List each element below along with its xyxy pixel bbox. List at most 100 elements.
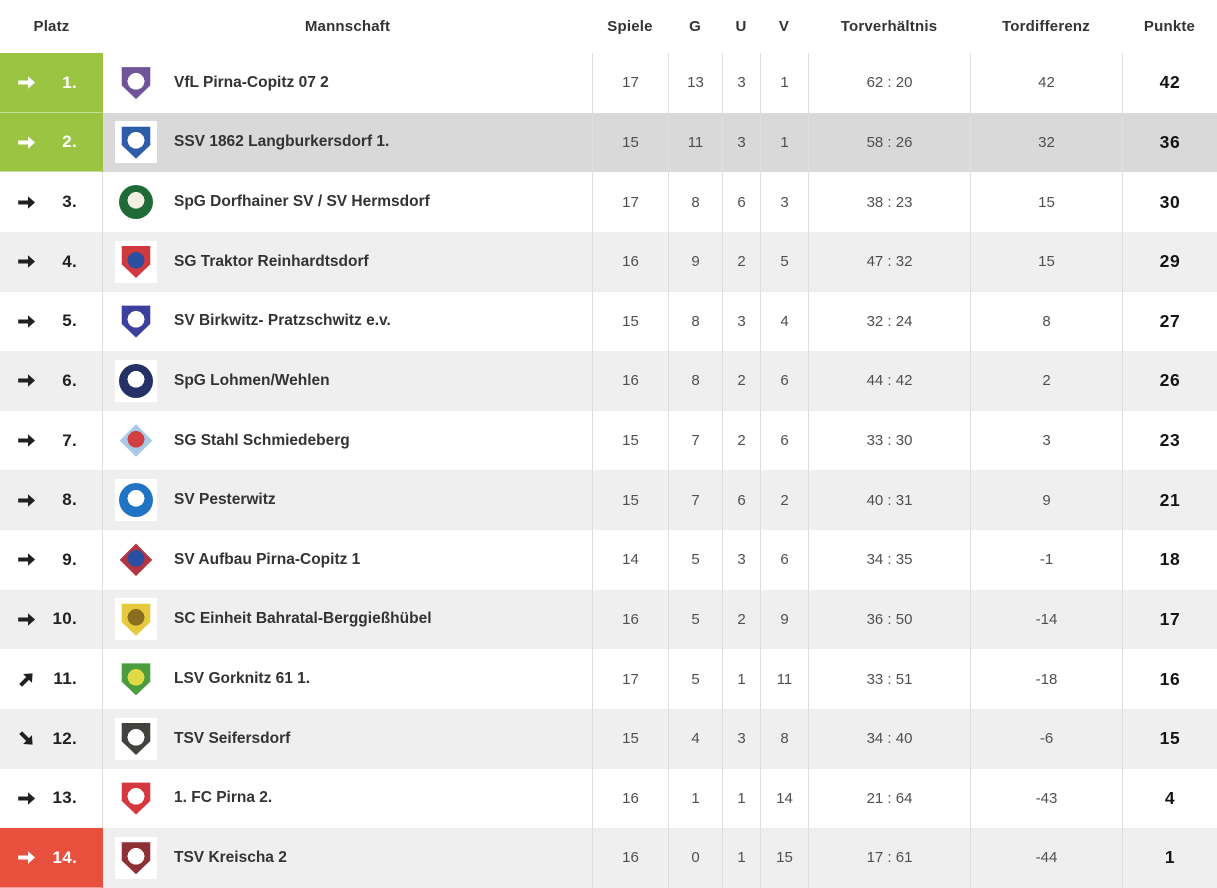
- torverhaeltnis-cell: 62 : 20: [808, 53, 970, 113]
- team-logo: [115, 61, 157, 104]
- losses-cell: 1: [760, 53, 808, 113]
- table-row[interactable]: 14. TSV Kreischa 2 16 0 1 15 17 : 61 -44…: [0, 828, 1217, 888]
- team-cell[interactable]: SV Pesterwitz: [103, 470, 592, 530]
- tordifferenz-cell: -18: [970, 649, 1122, 709]
- header-u: U: [735, 18, 747, 35]
- table-row[interactable]: 8. SV Pesterwitz 15 7 6 2 40 : 31 9 21: [0, 470, 1217, 530]
- arrow-right-icon: [15, 608, 37, 630]
- table-row[interactable]: 10. SC Einheit Bahratal-Berggießhübel 16…: [0, 589, 1217, 650]
- punkte-cell: 30: [1122, 172, 1217, 232]
- wins-cell: 7: [668, 470, 722, 530]
- punkte-cell: 42: [1122, 53, 1217, 113]
- rank-number: 2.: [62, 132, 77, 152]
- team-cell[interactable]: SC Einheit Bahratal-Berggießhübel: [103, 590, 592, 650]
- wins-cell: 11: [668, 112, 722, 173]
- rank-cell: 6.: [0, 351, 103, 411]
- team-cell[interactable]: SG Traktor Reinhardtsdorf: [103, 232, 592, 292]
- punkte-cell: 18: [1122, 530, 1217, 590]
- arrow-right-icon: [15, 847, 37, 869]
- team-cell[interactable]: TSV Seifersdorf: [103, 709, 592, 769]
- team-logo: [115, 538, 157, 581]
- team-cell[interactable]: SpG Lohmen/Wehlen: [103, 351, 592, 411]
- header-punkte: Punkte: [1143, 18, 1196, 35]
- punkte-cell: 15: [1122, 708, 1217, 769]
- team-name: SG Traktor Reinhardtsdorf: [174, 252, 369, 270]
- table-row[interactable]: 6. SpG Lohmen/Wehlen 16 8 2 6 44 : 42 2 …: [0, 351, 1217, 411]
- table-row[interactable]: 11. LSV Gorknitz 61 1. 17 5 1 11 33 : 51…: [0, 649, 1217, 709]
- torverhaeltnis-cell: 40 : 31: [808, 470, 970, 530]
- spiele-cell: 15: [592, 410, 668, 471]
- team-cell[interactable]: SV Birkwitz- Pratzschwitz e.v.: [103, 292, 592, 352]
- arrow-right-icon: [15, 549, 37, 571]
- torverhaeltnis-cell: 44 : 42: [808, 351, 970, 411]
- spiele-cell: 15: [592, 708, 668, 769]
- rank-cell: 5.: [0, 291, 103, 352]
- table-row[interactable]: 12. TSV Seifersdorf 15 4 3 8 34 : 40 -6 …: [0, 708, 1217, 769]
- team-cell[interactable]: SpG Dorfhainer SV / SV Hermsdorf: [103, 172, 592, 232]
- team-logo: [115, 777, 157, 820]
- draws-cell: 3: [722, 53, 760, 113]
- torverhaeltnis-cell: 33 : 51: [808, 649, 970, 709]
- header-platz: Platz: [33, 18, 70, 35]
- tordifferenz-cell: 9: [970, 470, 1122, 530]
- table-row[interactable]: 9. SV Aufbau Pirna-Copitz 1 14 5 3 6 34 …: [0, 530, 1217, 590]
- team-cell[interactable]: SSV 1862 Langburkersdorf 1.: [103, 113, 592, 173]
- team-name: SG Stahl Schmiedeberg: [174, 431, 350, 449]
- arrow-right-icon: [15, 191, 37, 213]
- rank-number: 8.: [62, 490, 77, 510]
- table-row[interactable]: 7. SG Stahl Schmiedeberg 15 7 2 6 33 : 3…: [0, 410, 1217, 471]
- table-row[interactable]: 5. SV Birkwitz- Pratzschwitz e.v. 15 8 3…: [0, 291, 1217, 352]
- losses-cell: 6: [760, 410, 808, 471]
- table-row[interactable]: 3. SpG Dorfhainer SV / SV Hermsdorf 17 8…: [0, 172, 1217, 232]
- draws-cell: 3: [722, 530, 760, 590]
- spiele-cell: 16: [592, 231, 668, 292]
- torverhaeltnis-cell: 36 : 50: [808, 589, 970, 650]
- spiele-cell: 16: [592, 589, 668, 650]
- arrow-right-icon: [15, 131, 37, 153]
- spiele-cell: 17: [592, 172, 668, 232]
- wins-cell: 7: [668, 410, 722, 471]
- team-logo: [115, 717, 157, 760]
- draws-cell: 1: [722, 649, 760, 709]
- draws-cell: 2: [722, 410, 760, 471]
- draws-cell: 2: [722, 231, 760, 292]
- rank-cell: 7.: [0, 410, 103, 471]
- wins-cell: 5: [668, 649, 722, 709]
- table-row[interactable]: 4. SG Traktor Reinhardtsdorf 16 9 2 5 47…: [0, 231, 1217, 292]
- team-name: SV Birkwitz- Pratzschwitz e.v.: [174, 312, 391, 330]
- rank-number: 9.: [62, 549, 77, 569]
- team-cell[interactable]: 1. FC Pirna 2.: [103, 769, 592, 829]
- rank-number: 12.: [52, 728, 77, 748]
- team-name: SC Einheit Bahratal-Berggießhübel: [174, 610, 432, 628]
- punkte-cell: 27: [1122, 291, 1217, 352]
- draws-cell: 6: [722, 470, 760, 530]
- table-row[interactable]: 13. 1. FC Pirna 2. 16 1 1 14 21 : 64 -43…: [0, 768, 1217, 829]
- losses-cell: 8: [760, 708, 808, 769]
- rank-cell: 1.: [0, 53, 103, 113]
- team-logo: [115, 359, 157, 402]
- losses-cell: 3: [760, 172, 808, 232]
- spiele-cell: 16: [592, 768, 668, 829]
- tordifferenz-cell: 32: [970, 112, 1122, 173]
- header-g: G: [689, 18, 701, 35]
- arrow-right-icon: [15, 430, 37, 452]
- torverhaeltnis-cell: 21 : 64: [808, 768, 970, 829]
- rank-number: 4.: [62, 251, 77, 271]
- losses-cell: 1: [760, 112, 808, 173]
- rank-cell: 4.: [0, 231, 103, 292]
- spiele-cell: 16: [592, 351, 668, 411]
- spiele-cell: 15: [592, 112, 668, 173]
- team-cell[interactable]: LSV Gorknitz 61 1.: [103, 649, 592, 709]
- header-tordifferenz: Tordifferenz: [1002, 18, 1090, 35]
- draws-cell: 2: [722, 351, 760, 411]
- table-row[interactable]: 2. SSV 1862 Langburkersdorf 1. 15 11 3 1…: [0, 112, 1217, 173]
- team-cell[interactable]: VfL Pirna-Copitz 07 2: [103, 53, 592, 113]
- arrow-right-icon: [15, 370, 37, 392]
- team-cell[interactable]: SG Stahl Schmiedeberg: [103, 411, 592, 471]
- team-name: TSV Seifersdorf: [174, 729, 291, 747]
- table-row[interactable]: 1. VfL Pirna-Copitz 07 2 17 13 3 1 62 : …: [0, 53, 1217, 113]
- team-cell[interactable]: TSV Kreischa 2: [103, 828, 592, 888]
- team-cell[interactable]: SV Aufbau Pirna-Copitz 1: [103, 530, 592, 590]
- rank-number: 11.: [53, 669, 77, 689]
